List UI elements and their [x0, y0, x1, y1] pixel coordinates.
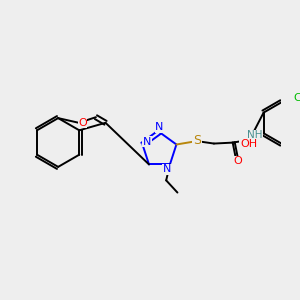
Text: N: N — [155, 122, 164, 133]
Text: OH: OH — [240, 140, 257, 149]
Text: N: N — [143, 137, 152, 147]
Text: NH: NH — [247, 130, 262, 140]
Text: O: O — [233, 156, 242, 167]
Text: N: N — [163, 164, 171, 174]
Text: S: S — [193, 134, 201, 147]
Text: Cl: Cl — [293, 93, 300, 103]
Text: O: O — [78, 118, 87, 128]
